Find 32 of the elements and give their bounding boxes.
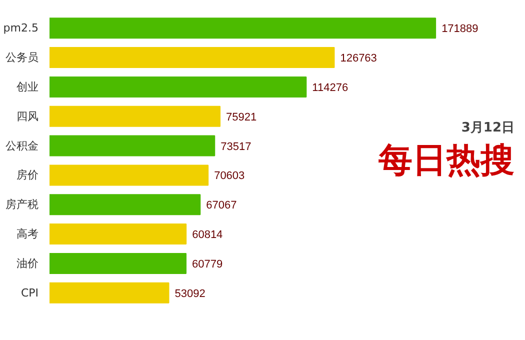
y-tick-label: 创业: [16, 80, 38, 94]
y-tick-label: 公务员: [6, 51, 38, 64]
data-label: 53092: [174, 288, 206, 300]
data-label: 126763: [340, 52, 377, 65]
data-label: 67067: [206, 200, 237, 212]
y-tick-label: 高考: [16, 228, 38, 241]
text: 3月12日: [461, 120, 515, 136]
y-tick-label: pm2.5: [3, 22, 39, 35]
data-label: 70603: [214, 170, 245, 182]
bar: [50, 282, 170, 304]
data-label: 73517: [220, 140, 252, 153]
bar: [50, 194, 201, 216]
data-label: 171889: [442, 23, 478, 36]
bar: [50, 18, 436, 39]
y-tick-label: 公积金: [6, 139, 38, 152]
bar: [50, 106, 221, 127]
y-tick-label: 油价: [16, 256, 38, 270]
y-tick-label: 四风: [16, 110, 38, 123]
bar: [50, 224, 187, 245]
y-tick-label: 房价: [16, 168, 38, 182]
y-tick-label: 房产税: [6, 198, 38, 212]
bar: [50, 135, 216, 156]
y-tick-label: CPI: [20, 286, 39, 300]
bar: [50, 47, 335, 68]
bar: [50, 76, 307, 98]
data-label: 60779: [192, 258, 223, 270]
text: 每日热搜: [378, 140, 514, 180]
data-label: 60814: [192, 229, 223, 242]
data-label: 75921: [226, 111, 257, 124]
bar: [50, 164, 209, 186]
data-label: 114276: [312, 82, 348, 94]
bar: [50, 252, 187, 274]
